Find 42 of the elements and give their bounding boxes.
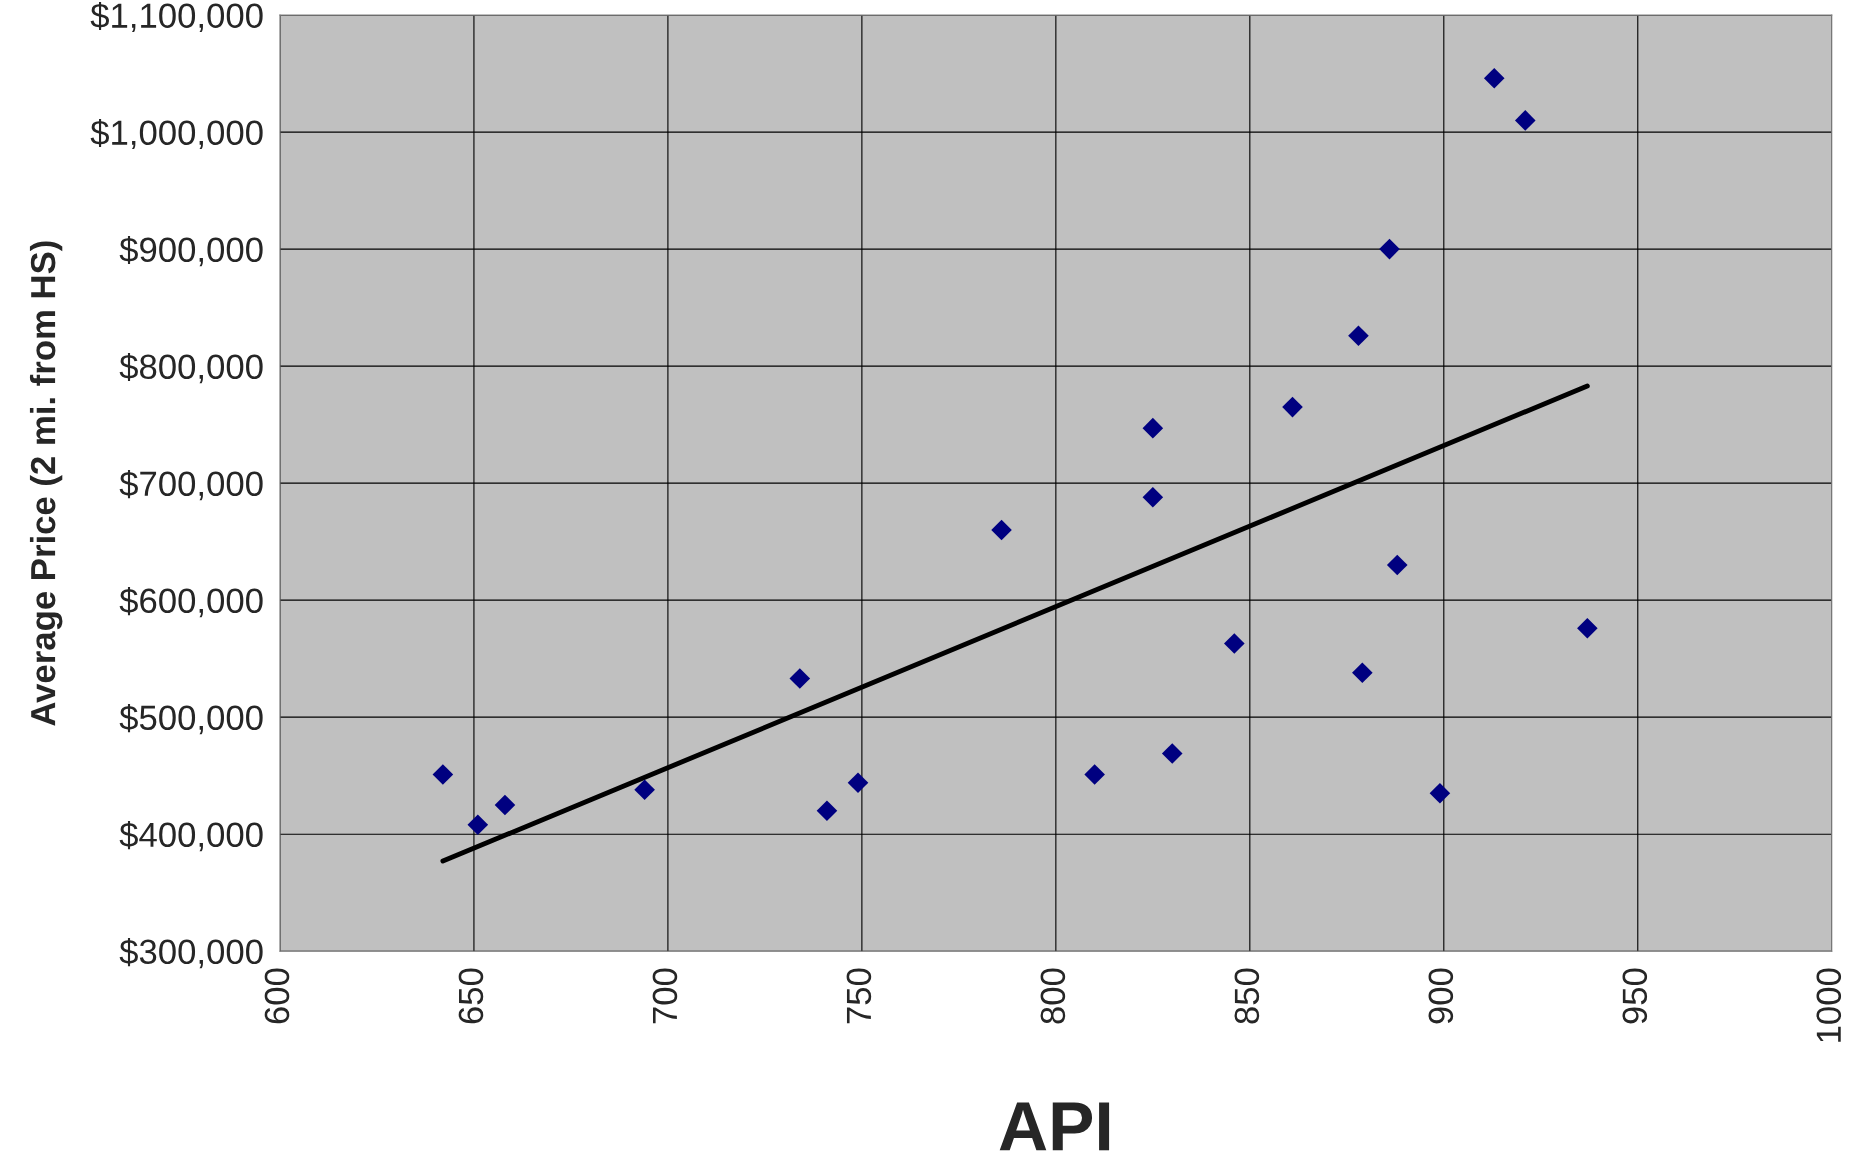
- x-tick-label: 700: [652, 968, 678, 1024]
- point: [1161, 743, 1183, 764]
- point: [1224, 633, 1245, 654]
- x-tick-label: 650: [458, 968, 484, 1024]
- point: [1352, 662, 1373, 683]
- point: [847, 772, 869, 793]
- point: [432, 764, 454, 785]
- point: [991, 519, 1012, 541]
- point: [1084, 764, 1105, 785]
- point: [1429, 782, 1451, 804]
- x-tick-label: 900: [1428, 968, 1454, 1024]
- x-axis-title: API: [999, 1102, 1110, 1151]
- x-tick-label: 750: [846, 968, 872, 1024]
- point: [789, 668, 811, 689]
- point: [1142, 486, 1164, 508]
- x-tick-label: 800: [1040, 968, 1066, 1024]
- x-tick-label: 950: [1622, 968, 1648, 1024]
- y-tick-label: $600,000: [119, 587, 263, 618]
- y-tick-label: $700,000: [119, 470, 263, 501]
- y-tick-label: $900,000: [119, 235, 263, 267]
- y-tick-label: $1,100,000: [90, 1, 263, 33]
- y-tick-label: $400,000: [119, 821, 263, 852]
- point: [494, 794, 516, 816]
- y-tick-label: $500,000: [119, 704, 263, 735]
- point: [1483, 67, 1505, 89]
- point: [467, 814, 489, 836]
- point: [1514, 110, 1536, 131]
- x-tick-label: 850: [1234, 968, 1260, 1024]
- point: [634, 779, 655, 801]
- point: [1577, 617, 1598, 639]
- y-tick-label: $300,000: [119, 938, 263, 969]
- point: [1386, 554, 1408, 576]
- x-tick-label: 1000: [1816, 968, 1842, 1042]
- point: [1348, 325, 1369, 346]
- x-tick-label: 600: [264, 968, 290, 1024]
- point: [816, 800, 838, 822]
- point: [1379, 238, 1400, 260]
- point: [1282, 396, 1303, 418]
- y-axis-title: Average Price (2 mi. from HS): [29, 241, 63, 726]
- point: [1142, 417, 1164, 439]
- y-tick-label: $800,000: [119, 353, 263, 384]
- y-tick-label: $1,000,000: [90, 118, 263, 150]
